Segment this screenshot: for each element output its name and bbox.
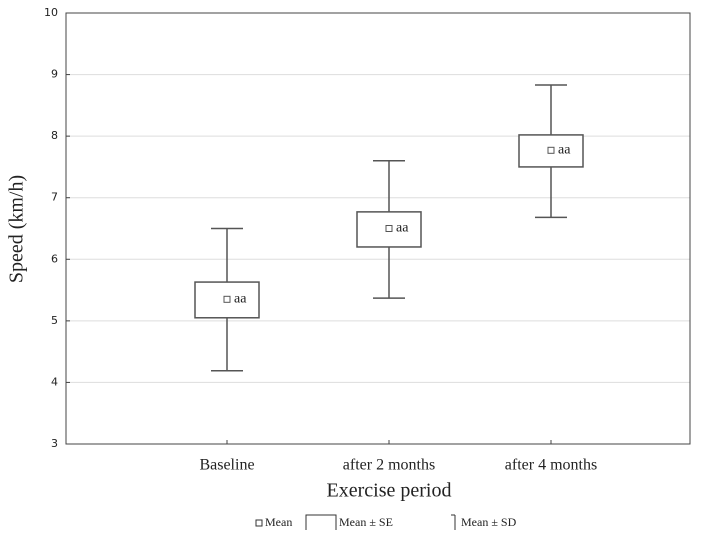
y-tick-label: 7	[51, 191, 58, 204]
x-axis-label: Exercise period	[327, 480, 452, 502]
mean-marker	[547, 146, 555, 154]
x-tick-label: after 4 months	[505, 457, 597, 474]
y-tick-label: 10	[44, 6, 58, 19]
y-tick-label: 8	[51, 129, 58, 142]
plot-frame	[65, 12, 691, 445]
y-tick-label: 5	[51, 314, 58, 327]
y-tick-label: 9	[51, 68, 58, 81]
legend-label: Mean	[265, 515, 292, 529]
y-tick-label: 3	[51, 437, 58, 450]
y-tick-label: 6	[51, 252, 58, 265]
annotation: aa	[396, 221, 409, 236]
annotation: aa	[234, 292, 247, 307]
mean-marker	[385, 225, 393, 232]
x-tick-label: Baseline	[199, 457, 254, 474]
legend-label: Mean ± SD	[461, 515, 517, 529]
legend-label: Mean ± SE	[339, 515, 393, 529]
y-axis-label: Speed (km/h)	[6, 175, 28, 283]
legend-sd-icon	[451, 514, 456, 530]
legend-mean-icon	[255, 519, 263, 527]
x-tick-label: after 2 months	[343, 457, 435, 474]
mean-marker	[223, 295, 231, 303]
y-tick-label: 4	[51, 375, 58, 388]
annotation: aa	[558, 143, 571, 158]
legend-se-icon	[305, 514, 337, 530]
